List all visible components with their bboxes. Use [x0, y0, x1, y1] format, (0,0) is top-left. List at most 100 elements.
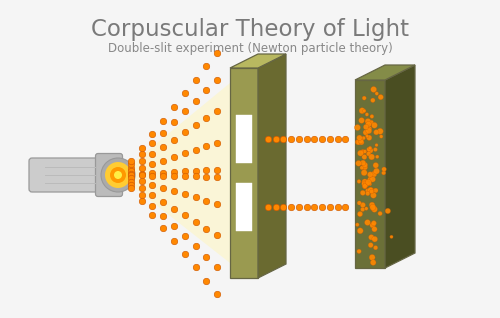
Point	[159, 158, 167, 163]
Point	[365, 128, 373, 133]
Point	[213, 201, 221, 206]
Point	[359, 160, 367, 165]
Point	[368, 114, 376, 119]
Polygon shape	[355, 80, 385, 268]
Point	[361, 183, 369, 189]
Point	[148, 203, 156, 208]
Point	[363, 112, 371, 117]
Point	[192, 195, 200, 200]
Point	[356, 151, 364, 156]
Point	[366, 176, 374, 182]
Point	[138, 193, 145, 198]
Point	[181, 213, 189, 218]
Point	[213, 50, 221, 55]
Point	[127, 172, 135, 177]
Point	[364, 220, 372, 225]
Point	[310, 204, 318, 210]
Point	[355, 179, 363, 184]
Point	[372, 163, 380, 168]
Point	[370, 237, 378, 242]
Point	[127, 173, 135, 178]
Point	[364, 188, 372, 193]
Point	[355, 140, 363, 145]
Point	[370, 227, 378, 232]
Point	[264, 204, 272, 210]
Point	[369, 205, 377, 210]
Point	[354, 125, 362, 130]
Point	[372, 147, 380, 152]
Point	[354, 161, 362, 166]
Point	[202, 278, 210, 283]
Point	[356, 212, 364, 217]
Point	[192, 98, 200, 103]
Point	[279, 204, 287, 210]
Point	[358, 108, 366, 113]
Point	[127, 176, 135, 181]
Point	[384, 208, 392, 213]
Point	[170, 224, 178, 229]
Point	[318, 204, 326, 210]
Point	[359, 149, 367, 154]
Point	[370, 207, 378, 212]
Point	[372, 130, 380, 135]
Polygon shape	[385, 65, 415, 268]
Point	[369, 260, 377, 265]
Point	[359, 203, 367, 208]
Point	[377, 134, 385, 139]
Point	[380, 170, 388, 176]
Point	[213, 167, 221, 172]
Point	[192, 168, 200, 173]
Point	[302, 204, 310, 210]
Point	[370, 221, 378, 226]
Polygon shape	[236, 115, 252, 163]
Point	[368, 255, 376, 260]
Point	[326, 136, 334, 142]
Point	[148, 212, 156, 217]
Point	[362, 182, 370, 187]
Point	[359, 149, 367, 154]
Circle shape	[110, 167, 126, 183]
Point	[192, 147, 200, 152]
Point	[148, 173, 156, 178]
Point	[368, 189, 376, 194]
Point	[365, 135, 373, 140]
Point	[159, 173, 167, 178]
Point	[358, 140, 366, 145]
Point	[159, 118, 167, 123]
Point	[341, 136, 349, 142]
Point	[159, 225, 167, 230]
Point	[213, 108, 221, 114]
Point	[341, 204, 349, 210]
FancyBboxPatch shape	[29, 158, 107, 192]
Point	[368, 202, 376, 207]
Point	[192, 265, 200, 270]
Point	[364, 119, 372, 124]
Point	[148, 182, 156, 187]
Point	[295, 204, 303, 210]
Point	[368, 235, 376, 240]
Point	[127, 165, 135, 170]
Point	[388, 234, 396, 239]
Point	[326, 204, 334, 210]
Point	[202, 254, 210, 259]
Point	[370, 123, 378, 128]
Point	[368, 120, 376, 125]
Point	[170, 206, 178, 211]
Point	[213, 77, 221, 82]
Point	[127, 169, 135, 174]
Point	[148, 162, 156, 167]
Point	[376, 129, 384, 134]
Point	[360, 95, 368, 100]
Point	[376, 211, 384, 216]
Point	[170, 169, 178, 175]
Point	[362, 206, 370, 211]
Point	[202, 64, 210, 69]
Point	[148, 193, 156, 198]
Point	[366, 188, 374, 193]
Point	[202, 168, 210, 173]
Circle shape	[114, 171, 122, 179]
Point	[159, 199, 167, 204]
Point	[364, 151, 372, 156]
Point	[372, 91, 380, 96]
Point	[202, 144, 210, 149]
